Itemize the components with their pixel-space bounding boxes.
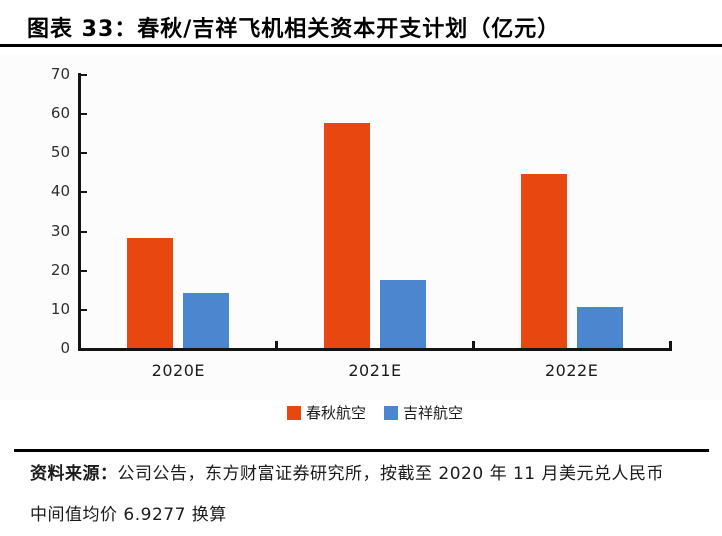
x-tick-label: 2020E bbox=[151, 361, 205, 380]
legend-label-juneyao-airlines: 吉祥航空 bbox=[403, 404, 464, 422]
y-tick-label: 50 bbox=[50, 143, 70, 162]
source-label: 资料来源： bbox=[30, 464, 118, 484]
y-tick-mark bbox=[81, 152, 87, 155]
y-tick-label: 10 bbox=[50, 299, 70, 318]
x-axis-line bbox=[78, 348, 672, 351]
x-tick-mark bbox=[668, 341, 672, 348]
bar-2020E-吉祥航空 bbox=[183, 293, 230, 348]
bar-2021E-吉祥航空 bbox=[380, 279, 426, 348]
y-tick-mark bbox=[81, 74, 87, 76]
legend-item-spring-airlines: 春秋航空 bbox=[286, 402, 366, 423]
legend-label-spring-airlines: 春秋航空 bbox=[305, 404, 366, 422]
x-tick-mark bbox=[471, 341, 475, 348]
legend-swatch-orange bbox=[286, 405, 301, 420]
y-tick-label: 40 bbox=[50, 182, 70, 201]
y-tick-mark bbox=[81, 308, 87, 311]
source-text-line1: 公司公告，东方财富证券研究所，按截至 2020 年 11 月美元兑人民币 bbox=[117, 464, 665, 484]
y-axis-line bbox=[78, 73, 81, 351]
y-tick-label: 70 bbox=[50, 65, 70, 83]
title-underline bbox=[0, 44, 722, 47]
bar-2022E-春秋航空 bbox=[520, 173, 567, 348]
figure-title: 图表 33：春秋/吉祥飞机相关资本开支计划（亿元） bbox=[27, 17, 561, 42]
y-tick-mark bbox=[81, 230, 87, 233]
y-tick-label: 60 bbox=[50, 104, 70, 123]
legend-item-juneyao-airlines: 吉祥航空 bbox=[384, 402, 463, 423]
source-note: 资料来源：公司公告，东方财富证券研究所，按截至 2020 年 11 月美元兑人民… bbox=[30, 459, 702, 525]
source-line-2: 中间值均价 6.9277 换算 bbox=[30, 505, 227, 525]
source-line-1: 资料来源：公司公告，东方财富证券研究所，按截至 2020 年 11 月美元兑人民… bbox=[30, 459, 702, 484]
legend-swatch-blue bbox=[384, 405, 398, 420]
x-tick-mark bbox=[275, 341, 279, 348]
bar-chart: 0 10 20 30 40 50 60 70 2020E 2021E 2022E bbox=[0, 55, 722, 400]
y-tick-mark bbox=[81, 191, 87, 194]
x-tick-label: 2021E bbox=[348, 361, 402, 380]
y-tick-mark bbox=[81, 269, 87, 272]
bar-2020E-春秋航空 bbox=[127, 238, 174, 348]
bar-2022E-吉祥航空 bbox=[576, 306, 623, 348]
y-tick-mark bbox=[81, 113, 87, 116]
y-tick-label: 30 bbox=[50, 221, 70, 240]
bar-2021E-春秋航空 bbox=[324, 122, 370, 348]
chart-legend: 春秋航空 吉祥航空 bbox=[0, 402, 722, 423]
y-tick-label: 20 bbox=[50, 260, 70, 279]
y-tick-label: 0 bbox=[60, 339, 70, 357]
footer-separator bbox=[14, 449, 709, 452]
x-tick-label: 2022E bbox=[544, 361, 599, 380]
